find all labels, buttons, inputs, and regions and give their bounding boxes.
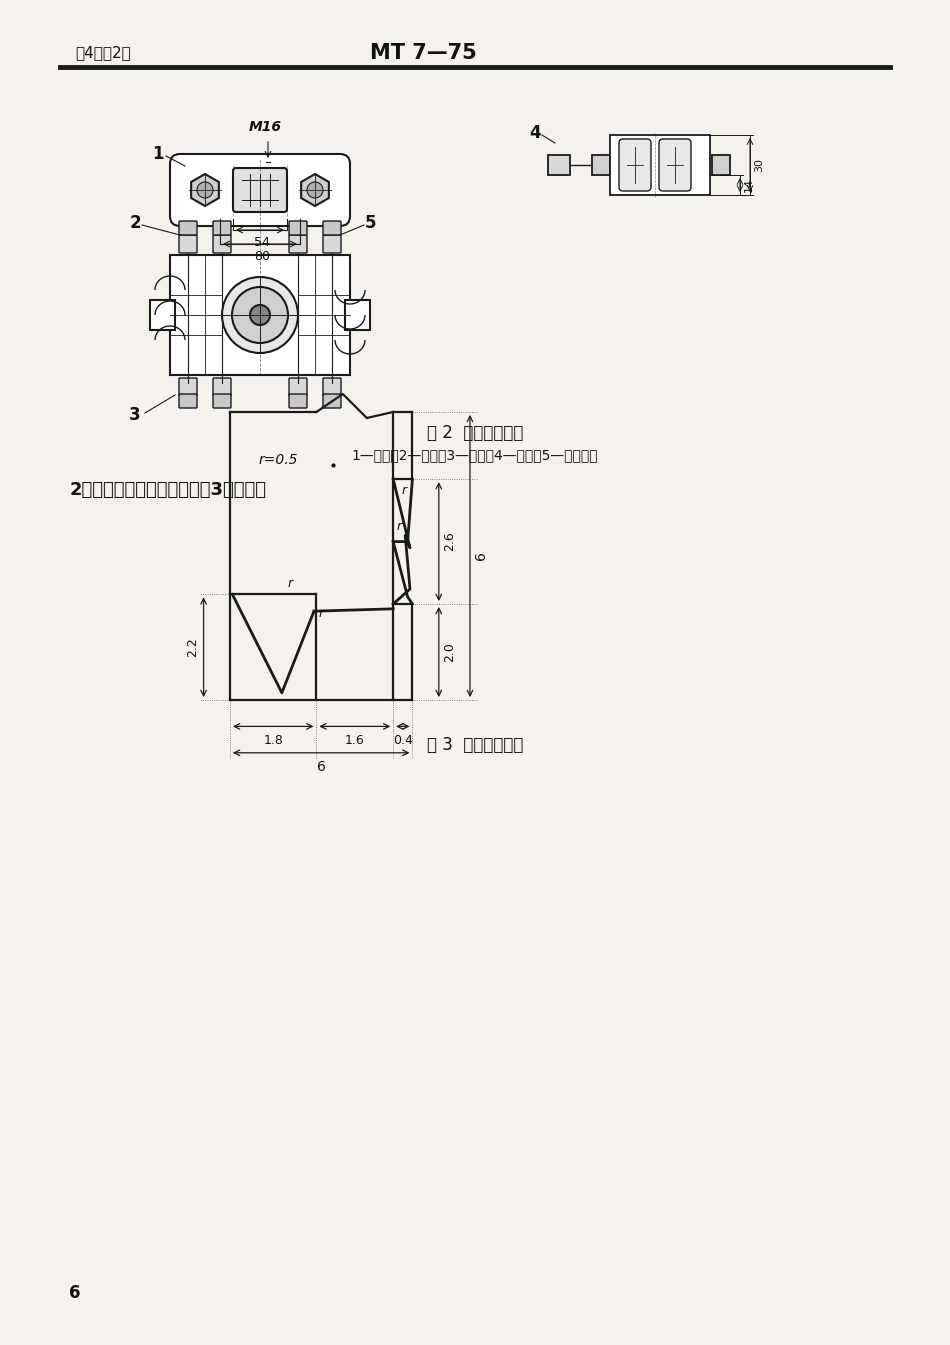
Polygon shape	[191, 174, 218, 206]
Text: 2: 2	[129, 214, 141, 231]
Text: 2．吊线线夹的夹口应符合图3的要求。: 2．吊线线夹的夹口应符合图3的要求。	[70, 482, 267, 499]
FancyBboxPatch shape	[592, 155, 610, 175]
Text: 3: 3	[129, 406, 141, 424]
Bar	[170, 256, 350, 375]
FancyBboxPatch shape	[213, 221, 231, 235]
FancyBboxPatch shape	[179, 235, 197, 253]
Text: 14: 14	[744, 178, 754, 192]
Text: M16: M16	[249, 120, 281, 134]
FancyBboxPatch shape	[712, 155, 730, 175]
Text: 1—夹体；2—螺母；3—螺栓；4—垫圈；5—弹簧垫圈: 1—夹体；2—螺母；3—螺栓；4—垫圈；5—弹簧垫圈	[352, 448, 598, 461]
FancyBboxPatch shape	[289, 221, 307, 235]
FancyBboxPatch shape	[213, 235, 231, 253]
Text: r: r	[402, 484, 407, 498]
FancyBboxPatch shape	[323, 394, 341, 408]
FancyBboxPatch shape	[619, 139, 651, 191]
Circle shape	[197, 182, 213, 198]
Text: r=0.5: r=0.5	[258, 453, 298, 467]
Text: 2.0: 2.0	[443, 642, 456, 662]
FancyBboxPatch shape	[179, 221, 197, 235]
FancyBboxPatch shape	[179, 394, 197, 408]
FancyBboxPatch shape	[233, 168, 287, 213]
Text: r: r	[319, 607, 324, 620]
Text: 0.4: 0.4	[393, 733, 412, 746]
Text: 54: 54	[254, 235, 270, 249]
Text: 1.8: 1.8	[263, 733, 283, 746]
Bar	[345, 300, 370, 330]
FancyBboxPatch shape	[323, 235, 341, 253]
FancyBboxPatch shape	[659, 139, 691, 191]
Bar	[150, 300, 175, 330]
Text: r: r	[288, 577, 293, 589]
Text: 2.2: 2.2	[186, 638, 199, 658]
Text: 1: 1	[152, 145, 163, 163]
Text: 共4页第2页: 共4页第2页	[75, 46, 131, 61]
FancyBboxPatch shape	[323, 378, 341, 395]
Text: 6: 6	[69, 1284, 81, 1302]
FancyBboxPatch shape	[323, 221, 341, 235]
FancyBboxPatch shape	[213, 378, 231, 395]
FancyBboxPatch shape	[289, 235, 307, 253]
Text: r: r	[396, 521, 402, 533]
Text: MT 7—75: MT 7—75	[370, 43, 477, 63]
FancyBboxPatch shape	[289, 378, 307, 395]
Text: 30: 30	[754, 157, 764, 172]
Circle shape	[307, 182, 323, 198]
FancyBboxPatch shape	[610, 134, 710, 195]
FancyBboxPatch shape	[213, 394, 231, 408]
Text: 1.6: 1.6	[345, 733, 365, 746]
Text: 6: 6	[474, 551, 488, 561]
Polygon shape	[301, 174, 329, 206]
Circle shape	[222, 277, 298, 352]
Text: 4: 4	[529, 124, 541, 143]
FancyBboxPatch shape	[289, 394, 307, 408]
Text: 图 2  双线吊线线夹: 图 2 双线吊线线夹	[427, 424, 523, 443]
Circle shape	[232, 286, 288, 343]
Text: 2.6: 2.6	[443, 531, 456, 551]
Text: 5: 5	[364, 214, 376, 231]
Text: 6: 6	[316, 760, 326, 773]
FancyBboxPatch shape	[548, 155, 570, 175]
Circle shape	[250, 305, 270, 325]
Text: 80: 80	[254, 250, 270, 264]
Text: 图 3  吊线线夹夹口: 图 3 吊线线夹夹口	[427, 736, 523, 755]
FancyBboxPatch shape	[170, 153, 350, 226]
FancyBboxPatch shape	[179, 378, 197, 395]
